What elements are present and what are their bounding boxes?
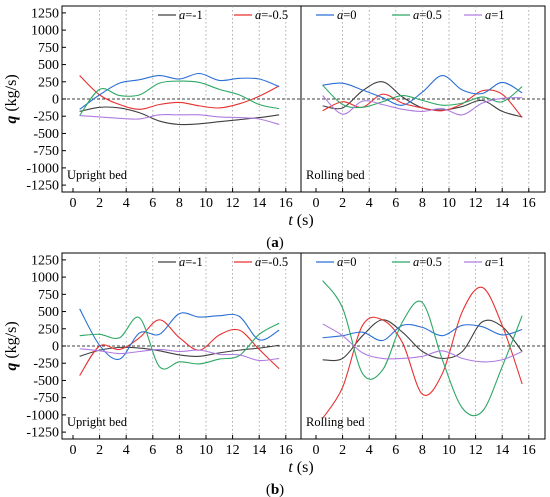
y-tick-label: 1250 xyxy=(31,6,59,21)
y-tick-label: 0 xyxy=(52,93,59,108)
legend-label: a=-0.5 xyxy=(255,255,288,269)
y-tick-label: 750 xyxy=(38,288,59,303)
x-tick-label: 4 xyxy=(366,443,373,458)
y-tick-label: 500 xyxy=(38,305,59,320)
x-tick-label: 6 xyxy=(392,196,399,211)
y-tick-label: 250 xyxy=(38,322,59,337)
x-tick-label: 2 xyxy=(339,196,346,211)
x-tick-label: 4 xyxy=(123,443,130,458)
x-tick-label: 2 xyxy=(339,443,346,458)
x-axis-label: t (s) xyxy=(288,459,313,476)
x-tick-label: 12 xyxy=(226,196,240,211)
x-tick-label: 12 xyxy=(469,196,483,211)
y-tick-label: 750 xyxy=(38,41,59,56)
series-line-a--1 xyxy=(322,319,523,362)
y-tick-label: 500 xyxy=(38,58,59,73)
x-tick-label: 10 xyxy=(199,443,213,458)
series-line-a-0_5 xyxy=(322,84,523,109)
x-tick-label: 14 xyxy=(495,196,509,211)
series-line-a-0 xyxy=(322,75,523,106)
x-tick-label: 14 xyxy=(252,196,266,211)
series-line-a-1 xyxy=(322,95,523,116)
x-tick-label: 0 xyxy=(313,196,320,211)
x-tick-label: 16 xyxy=(522,443,536,458)
x-tick-label: 0 xyxy=(70,443,77,458)
x-tick-label: 8 xyxy=(419,196,426,211)
series-line-a-0_5 xyxy=(322,280,523,417)
y-tick-label: -250 xyxy=(33,357,59,372)
x-tick-label: 16 xyxy=(522,196,536,211)
y-axis-label: q (kg/s) xyxy=(3,74,20,123)
legend-label: a=-0.5 xyxy=(255,8,288,22)
x-tick-label: 12 xyxy=(469,443,483,458)
y-tick-label: -1250 xyxy=(26,179,59,194)
series-line-a-1 xyxy=(322,323,523,363)
chart-panel-a: 0 2 4 6 8 10 12 14 16 0 2 4 6 8 10 12 14 16 1250 1000 750 500… xyxy=(3,5,546,251)
y-tick-label: -750 xyxy=(33,391,59,406)
rolling-bed-label: Rolling bed xyxy=(306,415,365,429)
x-tick-label: 14 xyxy=(252,443,266,458)
y-tick-label: -250 xyxy=(33,110,59,125)
upright-bed-label: Upright bed xyxy=(67,415,128,429)
x-tick-label: 2 xyxy=(96,196,103,211)
x-tick-label: 16 xyxy=(279,443,293,458)
series-line-a-0 xyxy=(79,72,280,110)
x-tick-label: 10 xyxy=(199,196,213,211)
x-tick-label: 8 xyxy=(176,196,183,211)
y-tick-label: -500 xyxy=(33,127,59,142)
series-line-a--1 xyxy=(79,106,280,126)
y-tick-label: 1250 xyxy=(31,253,59,268)
x-axis-label: t (s) xyxy=(288,212,313,229)
series-line-a--0_5 xyxy=(322,286,523,419)
x-tick-label: 8 xyxy=(419,443,426,458)
panel-label: (b) xyxy=(266,482,284,497)
upright-bed-label: Upright bed xyxy=(67,168,128,182)
y-tick-label: -750 xyxy=(33,144,59,159)
y-tick-label: 0 xyxy=(52,340,59,355)
x-tick-label: 10 xyxy=(442,443,456,458)
y-tick-label: -500 xyxy=(33,374,59,389)
x-tick-label: 4 xyxy=(123,196,130,211)
legend-label: a=0 xyxy=(337,255,357,269)
rolling-bed-label: Rolling bed xyxy=(306,168,365,182)
legend-label: a=-1 xyxy=(179,255,203,269)
panel-label: (a) xyxy=(266,235,284,251)
x-tick-label: 4 xyxy=(366,196,373,211)
series-line-a-0 xyxy=(322,323,523,342)
y-tick-label: 1000 xyxy=(31,271,59,286)
legend-label: a=1 xyxy=(485,255,505,269)
series-line-a-1 xyxy=(79,348,280,362)
series-line-a-0_5 xyxy=(79,316,280,370)
x-tick-label: 12 xyxy=(226,443,240,458)
y-tick-label: -1000 xyxy=(26,408,59,423)
x-tick-label: 6 xyxy=(149,196,156,211)
chart-panel-b: 0 2 4 6 8 10 12 14 16 0 2 4 6 8 10 12 14 16 1250 1000 750 500… xyxy=(3,252,546,497)
legend-label: a=1 xyxy=(485,8,505,22)
legend-label: a=0.5 xyxy=(413,255,442,269)
series-line-a-0_5 xyxy=(79,80,280,116)
y-tick-label: -1250 xyxy=(26,426,59,441)
series-line-a-0 xyxy=(79,308,280,360)
y-tick-label: -1000 xyxy=(26,161,59,176)
x-tick-label: 6 xyxy=(149,443,156,458)
x-tick-label: 2 xyxy=(96,443,103,458)
y-axis-label: q (kg/s) xyxy=(3,321,20,370)
legend-label: a=0.5 xyxy=(413,8,442,22)
y-tick-label: 250 xyxy=(38,75,59,90)
x-tick-label: 0 xyxy=(70,196,77,211)
x-tick-label: 14 xyxy=(495,443,509,458)
x-tick-label: 16 xyxy=(279,196,293,211)
x-tick-label: 0 xyxy=(313,443,320,458)
legend-label: a=0 xyxy=(337,8,357,22)
series-line-a--0_5 xyxy=(79,75,280,110)
x-tick-label: 6 xyxy=(392,443,399,458)
x-tick-label: 8 xyxy=(176,443,183,458)
y-tick-label: 1000 xyxy=(31,24,59,39)
series-line-a-1 xyxy=(79,113,280,126)
x-tick-label: 10 xyxy=(442,196,456,211)
series-line-a--0_5 xyxy=(79,319,280,376)
legend-label: a=-1 xyxy=(179,8,203,22)
